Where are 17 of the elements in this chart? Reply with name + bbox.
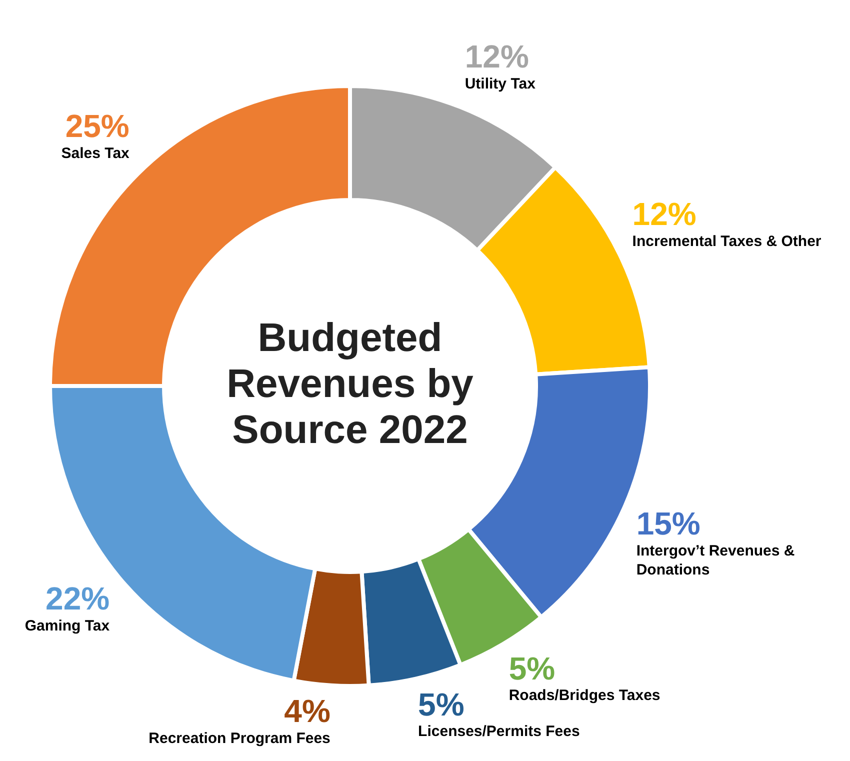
data-label: 5% — [508, 650, 556, 686]
slice-label: Licenses/Permits Fees — [418, 723, 580, 740]
data-label: 12% — [632, 196, 696, 232]
slice-label: Roads/Bridges Taxes — [508, 687, 660, 704]
data-label: 15% — [636, 506, 700, 542]
slice-label: Sales Tax — [61, 145, 130, 162]
data-label: 25% — [65, 108, 130, 144]
data-label: 4% — [284, 693, 330, 730]
data-label: 5% — [418, 686, 464, 722]
slice-label: Incremental Taxes & Other — [632, 232, 822, 250]
slice-label: Utility Tax — [464, 76, 536, 93]
text: Budgeted Revenues by Source 2022 — [226, 316, 474, 452]
slice-label: Gaming Tax — [24, 618, 110, 635]
data-label: 12% — [464, 38, 529, 75]
slice-label: Recreation Program Fees — [148, 730, 330, 748]
slice-label: Intergov’t Revenues & Donations — [636, 542, 795, 579]
data-label: 22% — [46, 580, 110, 617]
